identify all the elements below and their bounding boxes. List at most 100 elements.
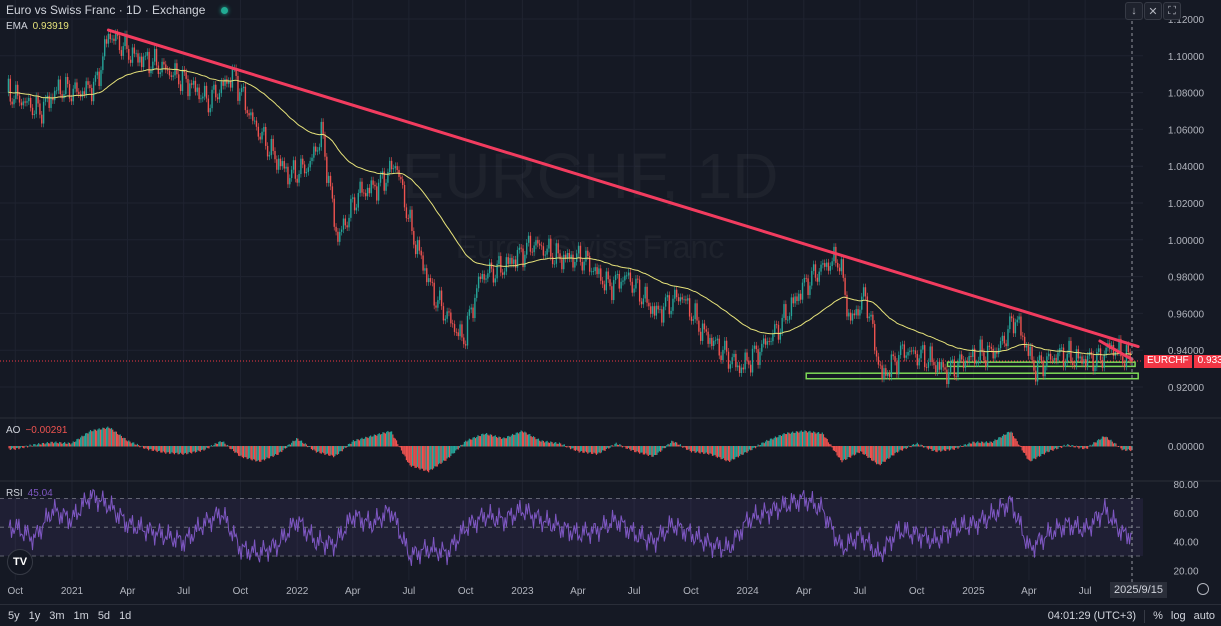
- candle-body: [83, 91, 86, 95]
- ao-bar: [571, 446, 573, 449]
- auto-scale-toggle[interactable]: auto: [1193, 610, 1215, 622]
- ao-bar: [871, 446, 873, 461]
- ao-bar: [388, 432, 390, 447]
- time-tick-label: 2024: [736, 586, 759, 597]
- ao-bar: [793, 432, 795, 447]
- candle-body: [855, 309, 857, 316]
- candle-body: [836, 262, 839, 268]
- ao-bar: [215, 443, 217, 447]
- candle-body: [1079, 356, 1081, 359]
- percent-scale-toggle[interactable]: %: [1153, 610, 1163, 622]
- candle-body: [337, 231, 339, 242]
- ao-bar: [527, 434, 530, 447]
- ao-label: AO: [6, 425, 21, 436]
- candle-body: [807, 278, 809, 296]
- ao-bar: [616, 444, 619, 447]
- ao-bar: [1124, 446, 1126, 450]
- collapse-icon[interactable]: ✕: [1144, 2, 1162, 20]
- candle-body: [302, 158, 304, 165]
- ao-bar: [212, 446, 214, 447]
- ao-bar: [446, 446, 448, 459]
- candle-body: [11, 101, 13, 105]
- candle-body: [705, 329, 707, 332]
- candle-body: [831, 261, 833, 267]
- ao-bar: [177, 446, 179, 455]
- ao-bar: [1038, 446, 1041, 457]
- candle-body: [761, 343, 763, 352]
- ao-bar: [1062, 445, 1064, 447]
- candle-body: [394, 166, 397, 169]
- ao-bar: [1107, 439, 1110, 447]
- ao-bar: [467, 440, 469, 447]
- ao-bar: [676, 442, 678, 447]
- ao-bar: [447, 446, 449, 458]
- candle-body: [141, 56, 143, 68]
- candle-body: [692, 319, 695, 321]
- arrow-down-icon[interactable]: ↓: [1125, 2, 1143, 20]
- ao-bar: [114, 431, 116, 447]
- ao-bar: [353, 441, 356, 447]
- ao-bar: [273, 446, 275, 456]
- ao-bar: [515, 432, 517, 447]
- ao-bar: [242, 446, 245, 459]
- ao-bar: [403, 446, 405, 455]
- candle-body: [331, 186, 334, 199]
- fullscreen-icon[interactable]: ⛶: [1163, 2, 1181, 20]
- ao-legend[interactable]: AO −0.00291: [6, 425, 67, 436]
- range-button-5d[interactable]: 5d: [97, 610, 111, 622]
- price-tick-label: 0.96000: [1168, 309, 1205, 320]
- candle-body: [848, 312, 850, 317]
- candle-body: [461, 324, 463, 338]
- range-button-5y[interactable]: 5y: [8, 610, 20, 622]
- range-button-1y[interactable]: 1y: [28, 610, 41, 622]
- rsi-legend[interactable]: RSI 45.04: [6, 488, 53, 499]
- ao-bar: [900, 446, 902, 451]
- ao-bar: [531, 437, 533, 447]
- candle-body: [520, 247, 522, 249]
- log-scale-toggle[interactable]: log: [1170, 610, 1186, 622]
- tradingview-logo[interactable]: TV: [7, 549, 33, 575]
- candle-body: [650, 306, 652, 314]
- range-button-1m[interactable]: 1m: [73, 610, 89, 622]
- ao-bar: [687, 446, 689, 450]
- time-tick-label: Apr: [1021, 586, 1037, 597]
- ao-bar: [123, 437, 125, 447]
- candle-body: [1036, 360, 1039, 382]
- ao-bar: [218, 441, 220, 447]
- candle-body: [300, 158, 302, 174]
- ao-bar: [511, 433, 514, 447]
- ao-bar: [845, 446, 847, 461]
- ao-bar: [935, 446, 937, 452]
- ao-bar: [792, 431, 794, 447]
- ao-bar: [209, 445, 211, 447]
- ao-bar: [429, 446, 431, 471]
- ao-bar: [700, 446, 702, 453]
- ao-bar: [138, 445, 140, 447]
- ao-bar: [869, 446, 871, 459]
- ao-bar: [194, 446, 196, 453]
- ao-bar: [853, 446, 855, 456]
- range-button-3m[interactable]: 3m: [49, 610, 65, 622]
- ao-bar: [484, 433, 486, 447]
- symbol-title[interactable]: Euro vs Swiss Franc · 1D · Exchange: [6, 3, 206, 17]
- ao-bar: [196, 446, 198, 452]
- ema-legend[interactable]: EMA 0.93919: [6, 21, 69, 32]
- ao-bar: [819, 433, 821, 447]
- range-button-1d[interactable]: 1d: [119, 610, 132, 622]
- settings-gear-icon[interactable]: [1197, 583, 1209, 595]
- ao-bar: [399, 446, 401, 448]
- ao-bar: [488, 435, 490, 447]
- ao-bar: [30, 445, 32, 447]
- candle-body: [635, 278, 637, 289]
- time-tick-label: 2025: [962, 586, 985, 597]
- chart-canvas[interactable]: EURCHF, 1D Euro / Swiss Franc 1.120001.1…: [0, 0, 1221, 604]
- candle-body: [266, 145, 269, 157]
- ao-bar: [277, 446, 279, 455]
- candle-body: [818, 271, 820, 282]
- clock-timezone[interactable]: 04:01:29 (UTC+3): [1047, 610, 1137, 622]
- candle-body: [874, 323, 876, 351]
- ao-bar: [1064, 445, 1066, 447]
- candle-body: [783, 304, 785, 318]
- ao-bar: [28, 445, 30, 447]
- ao-bar: [1079, 446, 1081, 448]
